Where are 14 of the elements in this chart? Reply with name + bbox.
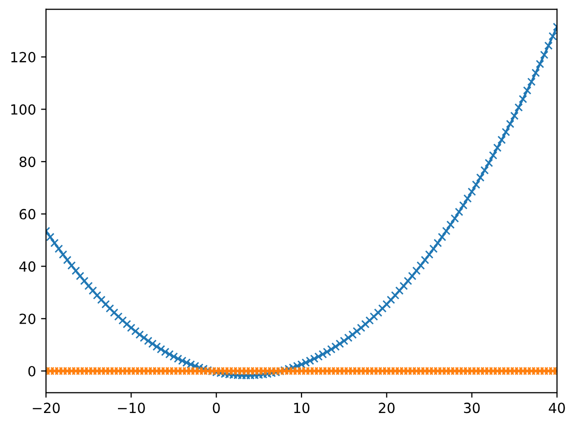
y-tick-label: 0: [28, 366, 36, 376]
y-tick-label: 80: [20, 156, 36, 168]
x-tick-label: −20: [32, 402, 60, 414]
x-tick-label: 0: [212, 402, 220, 414]
x-tick-label: 40: [548, 402, 565, 414]
x-tick-label: −10: [118, 402, 145, 414]
y-tick-label: 40: [19, 261, 36, 272]
y-tick-label: 100: [11, 104, 36, 115]
y-tick-label: 20: [20, 314, 36, 324]
x-tick-label: 30: [464, 402, 480, 414]
x-tick-label: 10: [294, 402, 310, 414]
x-tick-label: 20: [378, 402, 395, 414]
y-tick-label: 120: [11, 52, 36, 62]
y-tick-label: 60: [20, 208, 36, 220]
